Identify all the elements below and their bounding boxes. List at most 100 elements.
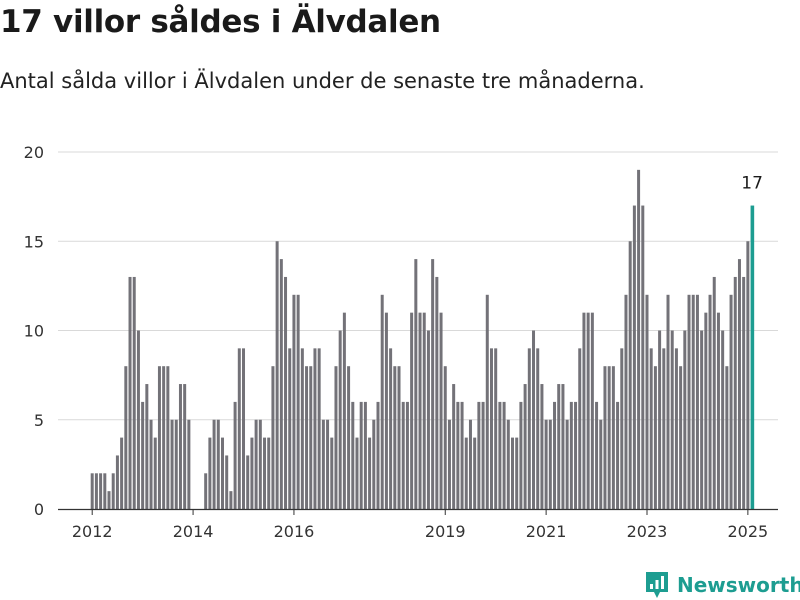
y-tick-label: 15 [24, 232, 44, 251]
bar [586, 312, 590, 509]
bar [305, 366, 309, 509]
x-tick-label: 2021 [526, 522, 567, 541]
bar [279, 259, 283, 509]
bar [494, 348, 498, 509]
bar [99, 473, 103, 509]
bar [683, 330, 687, 509]
newsworthy-brand: Newsworthy [645, 571, 800, 599]
bar [447, 419, 451, 509]
bar [548, 419, 552, 509]
bar [115, 455, 119, 509]
bar [595, 401, 599, 509]
bar [347, 366, 351, 509]
bar [334, 366, 338, 509]
bar [574, 401, 578, 509]
bar [136, 330, 140, 509]
bar [187, 419, 191, 509]
bar [162, 366, 166, 509]
bar [712, 276, 716, 509]
bar [481, 401, 485, 509]
bar [485, 294, 489, 509]
bar [637, 169, 641, 509]
bar [313, 348, 317, 509]
bar [729, 294, 733, 509]
bar [611, 366, 615, 509]
bar [670, 330, 674, 509]
bar [271, 366, 275, 509]
bar [389, 348, 393, 509]
bar [502, 401, 506, 509]
bar [716, 312, 720, 509]
bar [536, 348, 540, 509]
x-tick-label: 2019 [425, 522, 466, 541]
bar [679, 366, 683, 509]
x-tick-label: 2025 [728, 522, 769, 541]
bar [742, 276, 746, 509]
bar [737, 259, 741, 509]
bar [569, 401, 573, 509]
bar [460, 401, 464, 509]
bar [405, 401, 409, 509]
bar [532, 330, 536, 509]
chart-subtitle: Antal sålda villor i Älvdalen under de s… [0, 69, 645, 93]
bar [418, 312, 422, 509]
bar [515, 437, 519, 509]
bar [351, 401, 355, 509]
bar [410, 312, 414, 509]
bar [384, 312, 388, 509]
bar-chart: 0 5 10 15 20 2012 2014 2016 2019 2021 2023 2025 17 [24, 143, 778, 541]
bar [309, 366, 313, 509]
bar [157, 366, 161, 509]
bar [397, 366, 401, 509]
y-tick-label: 20 [24, 143, 44, 162]
y-axis: 0 5 10 15 20 [24, 143, 44, 519]
bar [653, 366, 657, 509]
bar [212, 419, 216, 509]
bar [565, 419, 569, 509]
bar [330, 437, 334, 509]
bar [439, 312, 443, 509]
bar [582, 312, 586, 509]
bar [511, 437, 514, 509]
bar [372, 419, 376, 509]
bar [519, 401, 523, 509]
x-tick-label: 2012 [72, 522, 113, 541]
bar [170, 419, 174, 509]
bar [94, 473, 98, 509]
bar [321, 419, 325, 509]
bar [275, 241, 279, 509]
bar-highlight [750, 205, 755, 510]
bar [342, 312, 346, 509]
bar [477, 401, 481, 509]
bar [292, 294, 296, 509]
bar [208, 437, 212, 509]
bar [733, 276, 737, 509]
bar [300, 348, 304, 509]
bar [103, 473, 107, 509]
bar [90, 473, 94, 509]
bar [296, 294, 300, 509]
bar [620, 348, 624, 509]
bar [691, 294, 695, 509]
bar [380, 294, 384, 509]
bar [700, 330, 704, 509]
bar [674, 348, 678, 509]
bar [258, 419, 262, 509]
bar [267, 437, 271, 509]
bar [645, 294, 649, 509]
bar [141, 401, 145, 509]
bar [359, 401, 363, 509]
bar [149, 419, 153, 509]
bar [216, 419, 220, 509]
bar [456, 401, 460, 509]
bar [506, 419, 510, 509]
newsworthy-logo-icon [646, 572, 668, 598]
bar [746, 241, 750, 509]
bar [523, 384, 527, 509]
bar [363, 401, 367, 509]
bar [166, 366, 170, 509]
bar [145, 384, 149, 509]
bar [317, 348, 321, 509]
bar [553, 401, 557, 509]
bar [607, 366, 611, 509]
